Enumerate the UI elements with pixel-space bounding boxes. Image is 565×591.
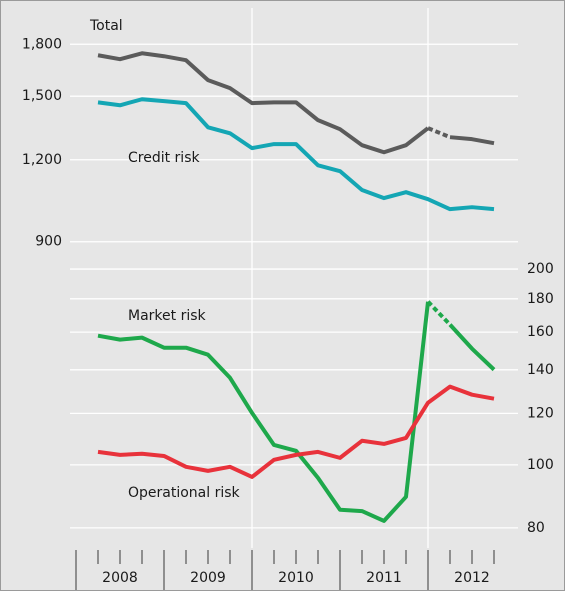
series-line-dashed xyxy=(427,126,451,140)
series-label: Credit risk xyxy=(128,150,200,166)
series-line xyxy=(97,51,430,155)
series-line xyxy=(449,135,495,146)
year-label: 2012 xyxy=(454,570,490,586)
y-tick-label: 120 xyxy=(527,405,554,421)
y-tick-label: 200 xyxy=(527,261,554,277)
series-line xyxy=(97,384,495,479)
y-tick-label: 100 xyxy=(527,457,554,473)
year-label: 2011 xyxy=(366,570,402,586)
series-line xyxy=(448,323,496,372)
series-label: Total xyxy=(89,18,123,34)
y-tick-label: 900 xyxy=(35,234,62,250)
year-label: 2008 xyxy=(102,570,138,586)
y-tick-label: 1,500 xyxy=(22,88,62,104)
series-label: Market risk xyxy=(128,308,207,324)
y-tick-label: 180 xyxy=(527,291,554,307)
y-tick-label: 1,800 xyxy=(22,36,62,52)
year-label: 2010 xyxy=(278,570,314,586)
series-line xyxy=(97,97,495,212)
y-tick-label: 80 xyxy=(527,520,545,536)
y-tick-label: 160 xyxy=(527,324,554,340)
series-line xyxy=(97,301,430,523)
year-label: 2009 xyxy=(190,570,226,586)
y-tick-label: 1,200 xyxy=(22,152,62,168)
series-line-dashed xyxy=(426,300,452,326)
series-label: Operational risk xyxy=(128,485,241,501)
y-tick-label: 140 xyxy=(527,362,554,378)
